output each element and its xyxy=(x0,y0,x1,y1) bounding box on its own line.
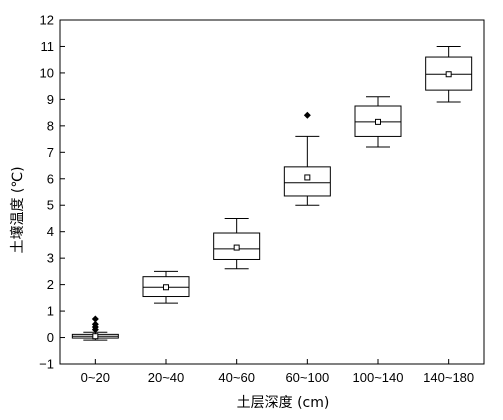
mean-marker xyxy=(304,174,311,181)
boxes-layer xyxy=(71,45,473,341)
y-tick-label: 2 xyxy=(47,277,54,292)
box-group-0~20 xyxy=(71,315,119,341)
y-tick-label: 7 xyxy=(47,145,54,160)
y-tick-label: −1 xyxy=(39,357,54,372)
plot-area xyxy=(59,19,485,365)
plot-frame xyxy=(59,19,485,365)
box-group-40~60 xyxy=(213,217,261,270)
outlier-point xyxy=(303,111,311,119)
outlier-point xyxy=(91,315,99,323)
iqr-box xyxy=(283,166,331,197)
x-tick-label: 100~140 xyxy=(353,370,404,385)
box-group-60~100 xyxy=(283,111,331,206)
y-tick-label: 0 xyxy=(47,330,54,345)
box-group-20~40 xyxy=(142,270,190,304)
y-tick-label: 10 xyxy=(40,65,54,80)
y-tick-label: 9 xyxy=(47,92,54,107)
x-axis-title: 土层深度 (cm) xyxy=(237,395,330,411)
x-tick-label: 140~180 xyxy=(423,370,474,385)
x-tick-label: 60~100 xyxy=(285,370,329,385)
y-tick-label: 1 xyxy=(47,304,54,319)
box-group-140~180 xyxy=(425,45,473,103)
x-tick-label: 0~20 xyxy=(81,370,110,385)
y-tick-label: 3 xyxy=(47,251,54,266)
y-tick-label: 11 xyxy=(41,39,55,54)
mean-marker xyxy=(233,244,240,251)
y-tick-label: 12 xyxy=(40,13,54,28)
x-tick-label: 20~40 xyxy=(148,370,185,385)
box-group-100~140 xyxy=(354,96,402,148)
y-tick-label: 5 xyxy=(47,198,54,213)
mean-marker xyxy=(375,118,381,125)
mean-marker xyxy=(92,333,99,340)
y-axis-title: 土壤温度 (℃) xyxy=(9,166,26,253)
x-tick-label: 40~60 xyxy=(218,370,255,385)
mean-marker xyxy=(163,284,169,291)
x-axis: 0~20 20~40 40~60 60~100 100~140 140~180 xyxy=(81,359,474,385)
y-tick-label: 4 xyxy=(47,224,54,239)
outlier-point xyxy=(91,320,99,328)
y-tick-label: 6 xyxy=(47,171,54,186)
y-tick-label: 8 xyxy=(47,118,54,133)
mean-marker xyxy=(445,71,452,78)
